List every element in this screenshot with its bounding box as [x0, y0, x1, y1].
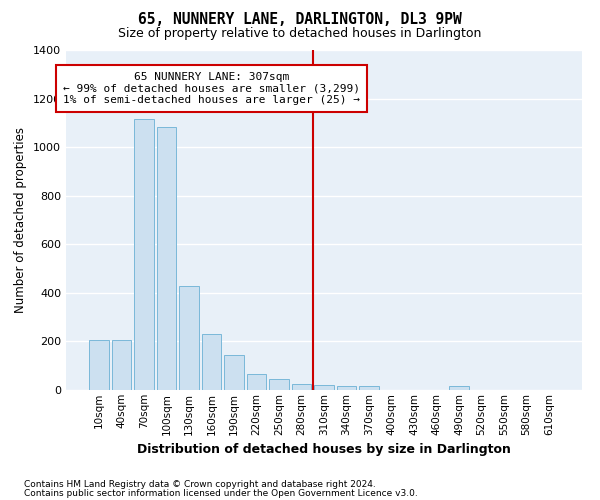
Text: Contains HM Land Registry data © Crown copyright and database right 2024.: Contains HM Land Registry data © Crown c…	[24, 480, 376, 489]
Text: 65 NUNNERY LANE: 307sqm
← 99% of detached houses are smaller (3,299)
1% of semi-: 65 NUNNERY LANE: 307sqm ← 99% of detache…	[63, 72, 360, 105]
Bar	[314, 385, 334, 390]
Text: Size of property relative to detached houses in Darlington: Size of property relative to detached ho…	[118, 28, 482, 40]
Bar	[89, 340, 109, 390]
Bar	[449, 386, 469, 390]
Bar	[247, 374, 266, 390]
Bar	[112, 340, 131, 390]
Bar	[224, 355, 244, 390]
Bar	[157, 126, 176, 390]
Bar	[202, 334, 221, 390]
Text: 65, NUNNERY LANE, DARLINGTON, DL3 9PW: 65, NUNNERY LANE, DARLINGTON, DL3 9PW	[138, 12, 462, 28]
Bar	[269, 379, 289, 390]
Bar	[292, 384, 311, 390]
Bar	[337, 386, 356, 390]
Bar	[359, 386, 379, 390]
Bar	[134, 119, 154, 390]
Bar	[179, 286, 199, 390]
Y-axis label: Number of detached properties: Number of detached properties	[14, 127, 28, 313]
Text: Contains public sector information licensed under the Open Government Licence v3: Contains public sector information licen…	[24, 488, 418, 498]
X-axis label: Distribution of detached houses by size in Darlington: Distribution of detached houses by size …	[137, 443, 511, 456]
